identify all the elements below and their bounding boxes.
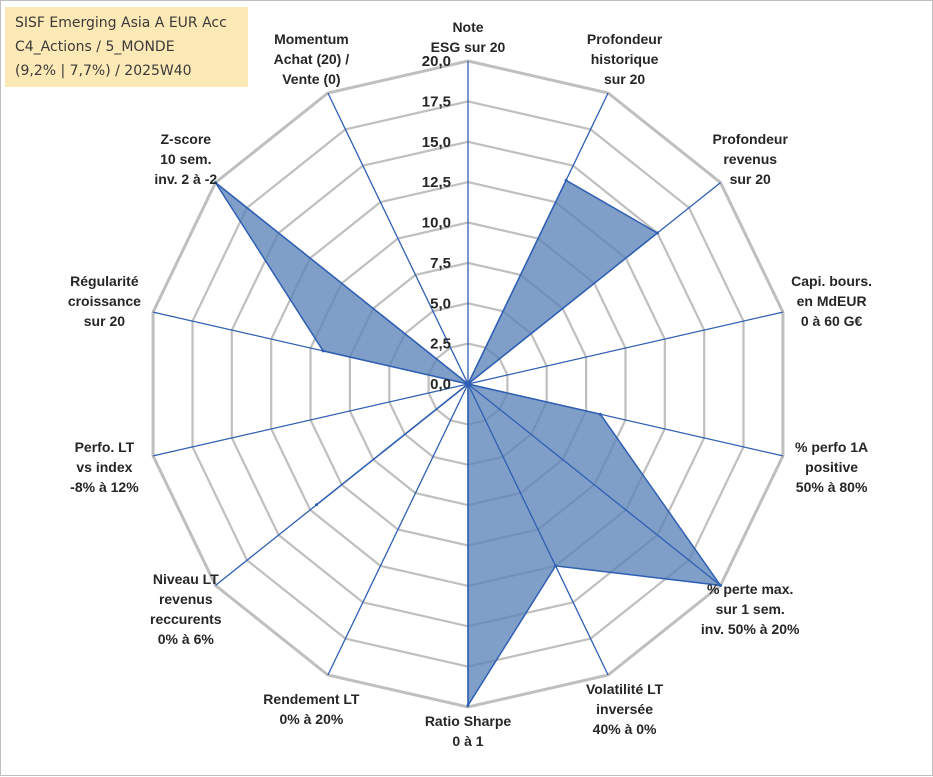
axis-label: 40% à 0% bbox=[593, 721, 657, 737]
axis-spoke bbox=[152, 383, 469, 457]
axis-label: Achat (20) / bbox=[274, 51, 350, 67]
axis-spoke bbox=[467, 383, 721, 586]
axis-spoke bbox=[467, 182, 721, 385]
axis-label: revenus bbox=[159, 591, 213, 607]
label-layer: Note ESG sur 20 Profondeur historique sur 20… bbox=[68, 19, 872, 749]
axis-label: 0% à 6% bbox=[158, 631, 215, 647]
axis-label: Profondeur bbox=[587, 31, 663, 47]
axis-label: 0 à 60 G€ bbox=[801, 313, 863, 329]
axis-label: positive bbox=[805, 459, 858, 475]
axis-label: ESG sur 20 bbox=[431, 39, 506, 55]
axis-label: revenus bbox=[723, 151, 777, 167]
axis-spoke bbox=[467, 92, 609, 385]
axis-label: sur 1 sem. bbox=[716, 601, 785, 617]
axis-label: sur 20 bbox=[730, 171, 771, 187]
tick-label: 0,0 bbox=[430, 376, 451, 393]
axis-label: inversée bbox=[596, 701, 653, 717]
axis-label: sur 20 bbox=[84, 313, 125, 329]
axis-label: Capi. bours. bbox=[791, 273, 872, 289]
spoke-layer bbox=[152, 61, 784, 707]
axis-label: Vente (0) bbox=[282, 71, 340, 87]
axis-spoke bbox=[467, 311, 784, 385]
axis-label: Profondeur bbox=[712, 131, 788, 147]
axis-label: -8% à 12% bbox=[70, 479, 139, 495]
tick-label: 20,0 bbox=[422, 53, 451, 70]
axis-spoke bbox=[327, 92, 469, 385]
tick-label: 7,5 bbox=[430, 255, 451, 272]
axis-label: inv. 2 à -2 bbox=[154, 171, 217, 187]
axis-label: historique bbox=[591, 51, 659, 67]
axis-label: sur 20 bbox=[604, 71, 645, 87]
axis-label: vs index bbox=[76, 459, 132, 475]
axis-label: reccurents bbox=[150, 611, 222, 627]
axis-label: 0 à 1 bbox=[452, 733, 483, 749]
tick-label: 15,0 bbox=[422, 134, 451, 151]
fund-title-box: SISF Emerging Asia A EUR Acc C4_Actions … bbox=[5, 7, 248, 87]
tick-layer: 0,0 2,5 5,0 7,5 10,0 12,5 15,0 17,5 20,0 bbox=[422, 53, 451, 393]
axis-label: % perfo 1A bbox=[795, 439, 868, 455]
axis-label: 0% à 20% bbox=[279, 711, 343, 727]
axis-spoke bbox=[327, 383, 469, 676]
tick-label: 2,5 bbox=[430, 336, 451, 353]
tick-label: 5,0 bbox=[430, 295, 451, 312]
axis-label: en MdEUR bbox=[797, 293, 867, 309]
tick-label: 10,0 bbox=[422, 215, 451, 232]
axis-label: Note bbox=[452, 19, 483, 35]
axis-label: croissance bbox=[68, 293, 141, 309]
axis-spoke bbox=[215, 182, 469, 385]
axis-label: 10 sem. bbox=[160, 151, 211, 167]
axis-label: Ratio Sharpe bbox=[425, 713, 512, 729]
axis-label: Niveau LT bbox=[153, 571, 219, 587]
fund-stats: (9,2% | 7,7%) / 2025W40 bbox=[15, 63, 192, 79]
axis-spoke bbox=[215, 383, 469, 586]
fund-category: C4_Actions / 5_MONDE bbox=[15, 39, 175, 55]
axis-label: Régularité bbox=[70, 273, 139, 289]
axis-label: inv. 50% à 20% bbox=[701, 621, 800, 637]
tick-label: 12,5 bbox=[422, 174, 451, 191]
axis-spoke bbox=[467, 383, 609, 676]
axis-label: 50% à 80% bbox=[796, 479, 868, 495]
axis-spoke bbox=[467, 383, 784, 457]
axis-label: Z-score bbox=[161, 131, 212, 147]
axis-label: Perfo. LT bbox=[75, 439, 135, 455]
axis-label: Rendement LT bbox=[263, 691, 360, 707]
axis-label: Momentum bbox=[274, 31, 349, 47]
fund-name: SISF Emerging Asia A EUR Acc bbox=[15, 15, 227, 31]
axis-label: % perte max. bbox=[707, 581, 793, 597]
axis-label: Volatilité LT bbox=[586, 681, 664, 697]
axis-spoke bbox=[152, 311, 469, 385]
tick-label: 17,5 bbox=[422, 93, 451, 110]
